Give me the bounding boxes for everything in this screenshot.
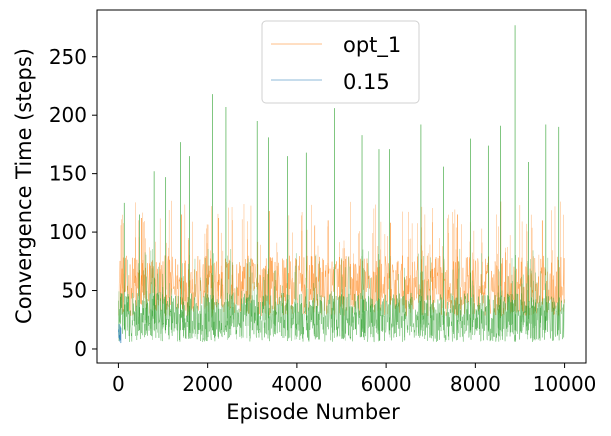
x-axis: 0 2000 4000 6000 8000 10000 [112, 363, 596, 396]
x-tick-label: 10000 [533, 372, 597, 396]
series-line-1 [118, 324, 122, 344]
x-tick-label: 6000 [361, 372, 412, 396]
y-tick-label: 100 [49, 220, 87, 244]
x-axis-label: Episode Number [226, 400, 400, 424]
legend-label-0-15: 0.15 [343, 70, 390, 94]
series-line-0 [118, 255, 565, 317]
series-line-2 [118, 292, 565, 343]
x-tick-label: 0 [112, 372, 125, 396]
y-tick-label: 50 [62, 279, 87, 303]
y-axis: 0 50 100 150 200 250 [49, 45, 97, 361]
x-tick-label: 4000 [271, 372, 322, 396]
y-axis-label: Convergence Time (steps) [12, 48, 36, 324]
y-tick-label: 150 [49, 162, 87, 186]
series-layer [118, 25, 565, 344]
legend-label-opt-1: opt_1 [343, 33, 401, 58]
y-tick-label: 200 [49, 103, 87, 127]
plot-area-frame [96, 9, 587, 364]
series-spikes-2 [118, 248, 548, 342]
legend-frame [261, 20, 420, 104]
x-tick-label: 2000 [182, 372, 233, 396]
y-tick-label: 0 [74, 337, 87, 361]
y-tick-label: 250 [49, 45, 87, 69]
legend: opt_1 0.15 [261, 20, 420, 104]
x-tick-label: 8000 [450, 372, 501, 396]
